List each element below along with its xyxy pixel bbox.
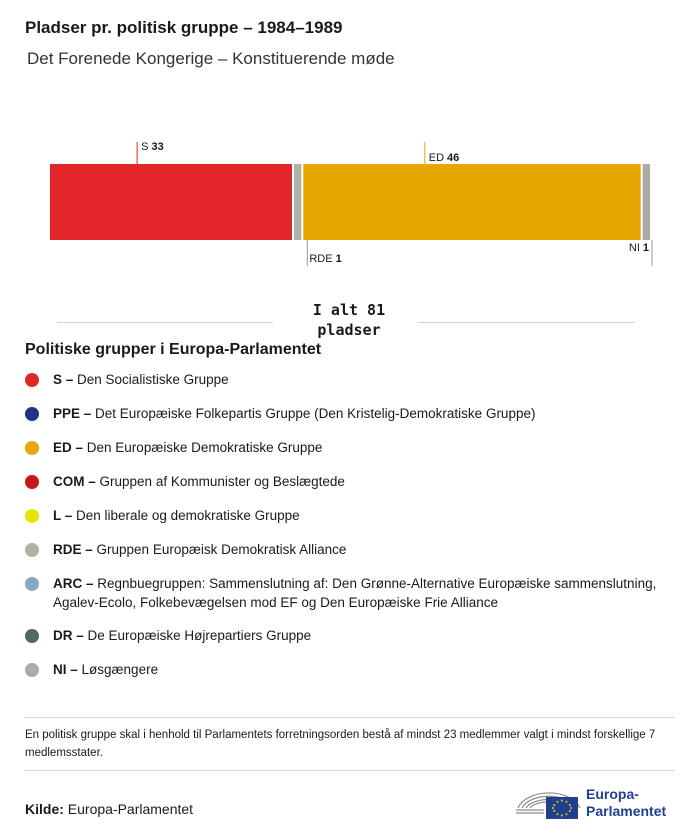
- total-seats-line1: I alt 81: [312, 301, 386, 319]
- legend-item: S – Den Socialistiske Gruppe: [25, 370, 673, 389]
- legend-item: NI – Løsgængere: [25, 660, 673, 679]
- legend-text: Regnbuegruppen: Sammenslutning af: Den G…: [53, 576, 657, 610]
- legend-item: DR – De Europæiske Højrepartiers Gruppe: [25, 626, 673, 645]
- european-parliament-logo-icon: [516, 792, 581, 819]
- legend-text: Løsgængere: [81, 662, 159, 677]
- logo-line1: Europa-: [586, 786, 639, 802]
- footnote: En politisk gruppe skal i henhold til Pa…: [25, 729, 656, 759]
- legend-color-dot: [25, 577, 39, 591]
- logo-line2: Parlamentet: [586, 803, 667, 819]
- bar-segment-rde: [294, 164, 302, 240]
- legend-code: L –: [53, 508, 73, 523]
- legend-item: ARC – Regnbuegruppen: Sammenslutning af:…: [25, 574, 673, 612]
- bar-segment-s: [50, 164, 292, 240]
- legend-color-dot: [25, 543, 39, 557]
- legend-title: Politiske grupper i Europa-Parlamentet: [25, 341, 322, 358]
- data-label-ed: ED 46: [429, 152, 460, 164]
- legend-text: Gruppen Europæisk Demokratisk Alliance: [96, 542, 347, 557]
- total-divider-left: [57, 322, 273, 323]
- legend-color-dot: [25, 475, 39, 489]
- legend-color-dot: [25, 407, 39, 421]
- legend-text: Det Europæiske Folkepartis Gruppe (Den K…: [95, 406, 536, 421]
- legend-code: RDE –: [53, 542, 93, 557]
- legend-color-dot: [25, 629, 39, 643]
- total-divider-right: [418, 322, 634, 323]
- source: Kilde: Europa-Parlamentet: [25, 801, 193, 817]
- source-label: Kilde:: [25, 801, 64, 817]
- legend-item: RDE – Gruppen Europæisk Demokratisk Alli…: [25, 540, 673, 559]
- legend-text: Gruppen af Kommunister og Beslægtede: [99, 474, 345, 489]
- legend-color-dot: [25, 373, 39, 387]
- legend-item: L – Den liberale og demokratiske Gruppe: [25, 506, 673, 525]
- total-seats-line2: pladser: [317, 321, 381, 339]
- legend-code: DR –: [53, 628, 84, 643]
- legend-text: De Europæiske Højrepartiers Gruppe: [87, 628, 312, 643]
- legend-item: COM – Gruppen af Kommunister og Beslægte…: [25, 472, 673, 491]
- legend-code: PPE –: [53, 406, 92, 421]
- bar-segment-ni: [642, 164, 650, 240]
- page-title: Pladser pr. politisk gruppe – 1984–1989: [25, 18, 343, 37]
- legend-color-dot: [25, 663, 39, 677]
- seat-bar-chart: S 33 RDE 1 ED 46 NI 1: [50, 141, 653, 266]
- legend-text: Den Socialistiske Gruppe: [77, 372, 229, 387]
- note-divider-top: [25, 717, 675, 718]
- total-seats-label: I alt 81 pladser: [274, 300, 424, 340]
- legend-color-dot: [25, 441, 39, 455]
- data-label-s: S 33: [141, 141, 164, 153]
- legend-item: PPE – Det Europæiske Folkepartis Gruppe …: [25, 404, 673, 423]
- legend-code: COM –: [53, 474, 96, 489]
- data-label-rde: RDE 1: [309, 253, 341, 265]
- legend-text: Den liberale og demokratiske Gruppe: [76, 508, 300, 523]
- legend-code: S –: [53, 372, 74, 387]
- legend-code: ED –: [53, 440, 84, 455]
- source-value: Europa-Parlamentet: [67, 801, 194, 817]
- data-label-ni: NI 1: [629, 242, 649, 254]
- page-subtitle: Det Forenede Kongerige – Konstituerende …: [27, 49, 395, 68]
- note-divider-bottom: [25, 770, 675, 771]
- legend-text: Den Europæiske Demokratiske Gruppe: [86, 440, 323, 455]
- legend-item: ED – Den Europæiske Demokratiske Gruppe: [25, 438, 673, 457]
- bar-segment-ed: [303, 164, 641, 240]
- logo-wordmark: Europa- Parlamentet: [586, 786, 666, 820]
- legend-code: ARC –: [53, 576, 94, 591]
- legend-color-dot: [25, 509, 39, 523]
- legend-code: NI –: [53, 662, 78, 677]
